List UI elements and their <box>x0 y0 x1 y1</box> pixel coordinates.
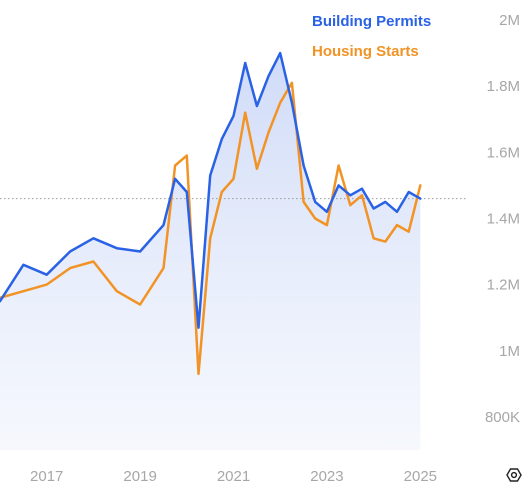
y-tick-label: 1.2M <box>487 277 520 294</box>
x-axis-ticks: 2017 2019 2021 2023 2025 <box>30 468 437 485</box>
settings-dot <box>510 471 518 479</box>
y-tick-label: 1.8M <box>487 78 520 95</box>
y-tick-label: 1.6M <box>487 144 520 161</box>
settings-icon[interactable] <box>506 468 522 482</box>
x-tick-label: 2017 <box>30 468 63 485</box>
settings-hexagon <box>506 468 522 482</box>
lines-layer <box>0 51 422 376</box>
y-tick-label: 1.4M <box>487 210 520 227</box>
building-permits-line <box>0 51 422 329</box>
legend: Building Permits Housing Starts <box>312 13 431 60</box>
legend-entry: Housing Starts <box>312 43 419 60</box>
y-tick-label: 1M <box>499 343 520 360</box>
legend-entry: Building Permits <box>312 13 431 30</box>
x-tick-label: 2021 <box>217 468 250 485</box>
housing-starts-line <box>0 81 422 376</box>
y-axis-ticks: 800K 1M 1.2M 1.4M 1.6M 1.8M 2M <box>485 12 520 426</box>
y-tick-label: 800K <box>485 409 520 426</box>
x-tick-label: 2025 <box>404 468 437 485</box>
x-tick-label: 2019 <box>123 468 156 485</box>
x-tick-label: 2023 <box>310 468 343 485</box>
y-tick-label: 2M <box>499 12 520 29</box>
